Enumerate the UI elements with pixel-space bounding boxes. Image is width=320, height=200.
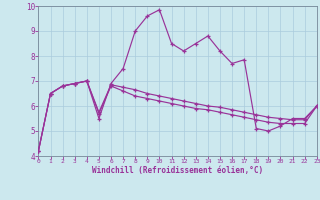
X-axis label: Windchill (Refroidissement éolien,°C): Windchill (Refroidissement éolien,°C) [92,166,263,175]
